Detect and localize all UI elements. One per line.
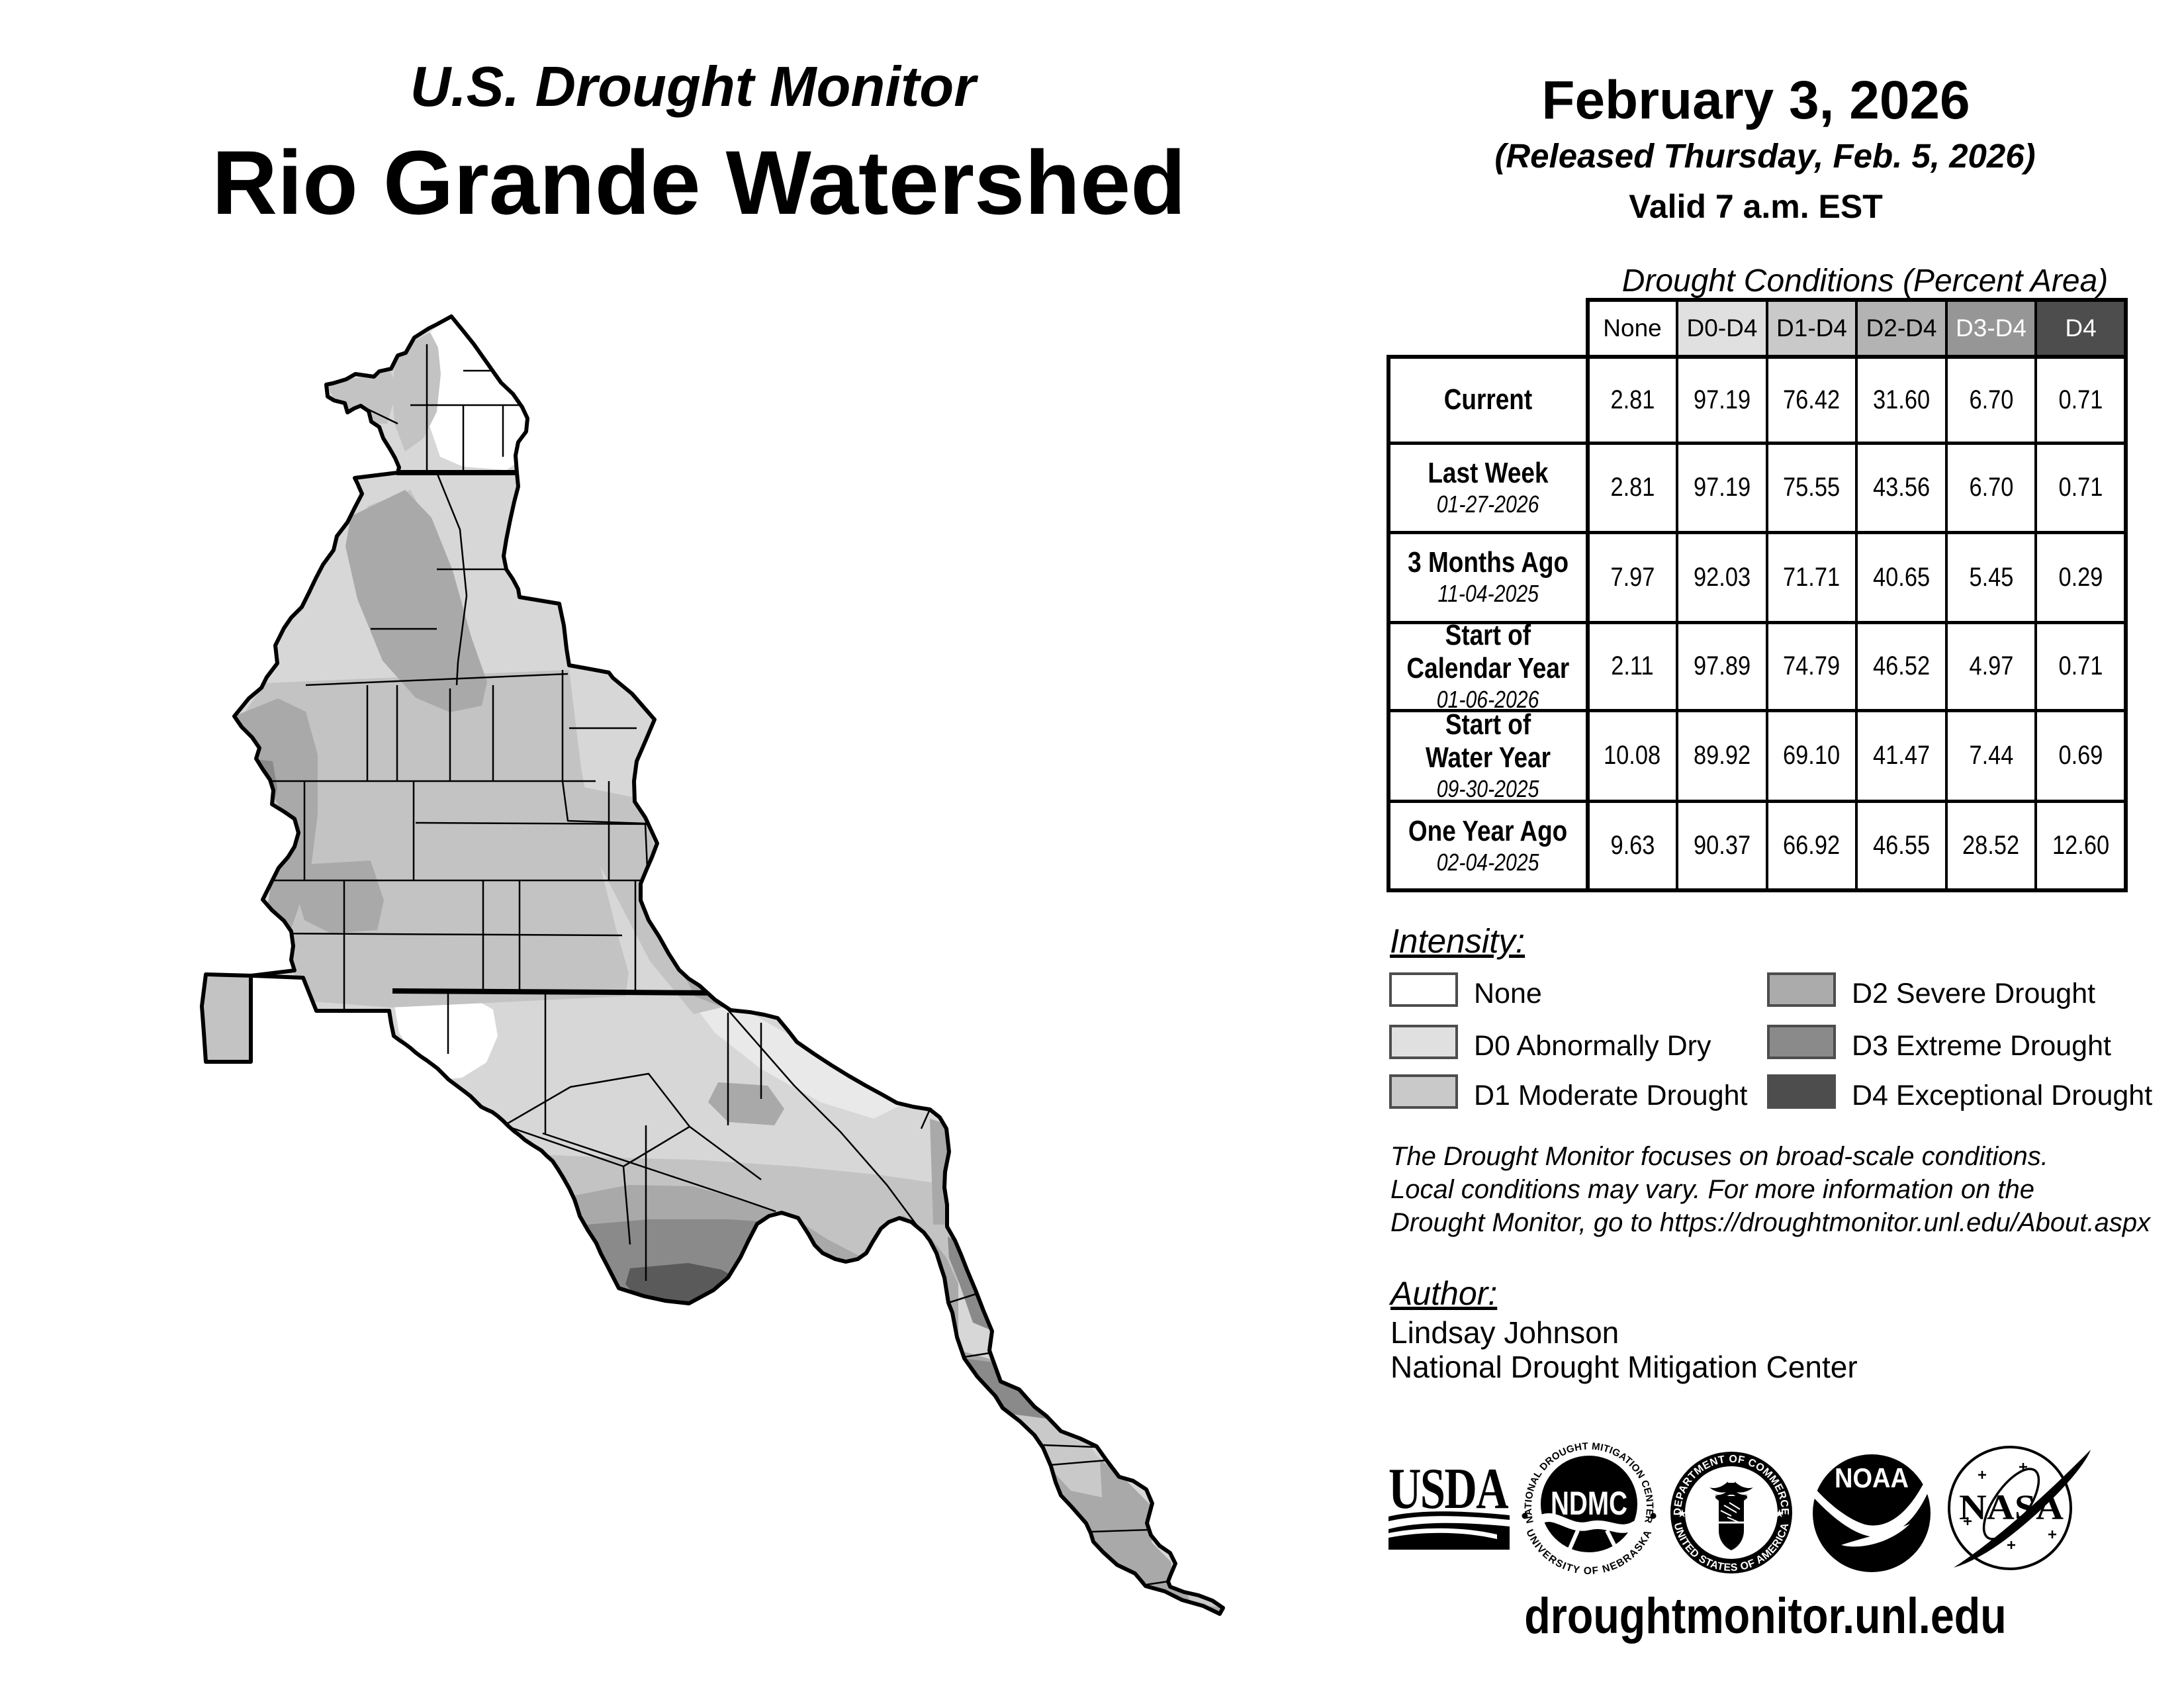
svg-text:USDA: USDA bbox=[1388, 1457, 1508, 1521]
svg-text:NOAA: NOAA bbox=[1835, 1462, 1909, 1493]
svg-text:★: ★ bbox=[1677, 1507, 1687, 1520]
svg-text:NDMC: NDMC bbox=[1551, 1485, 1627, 1522]
svg-text:★: ★ bbox=[1774, 1507, 1784, 1520]
